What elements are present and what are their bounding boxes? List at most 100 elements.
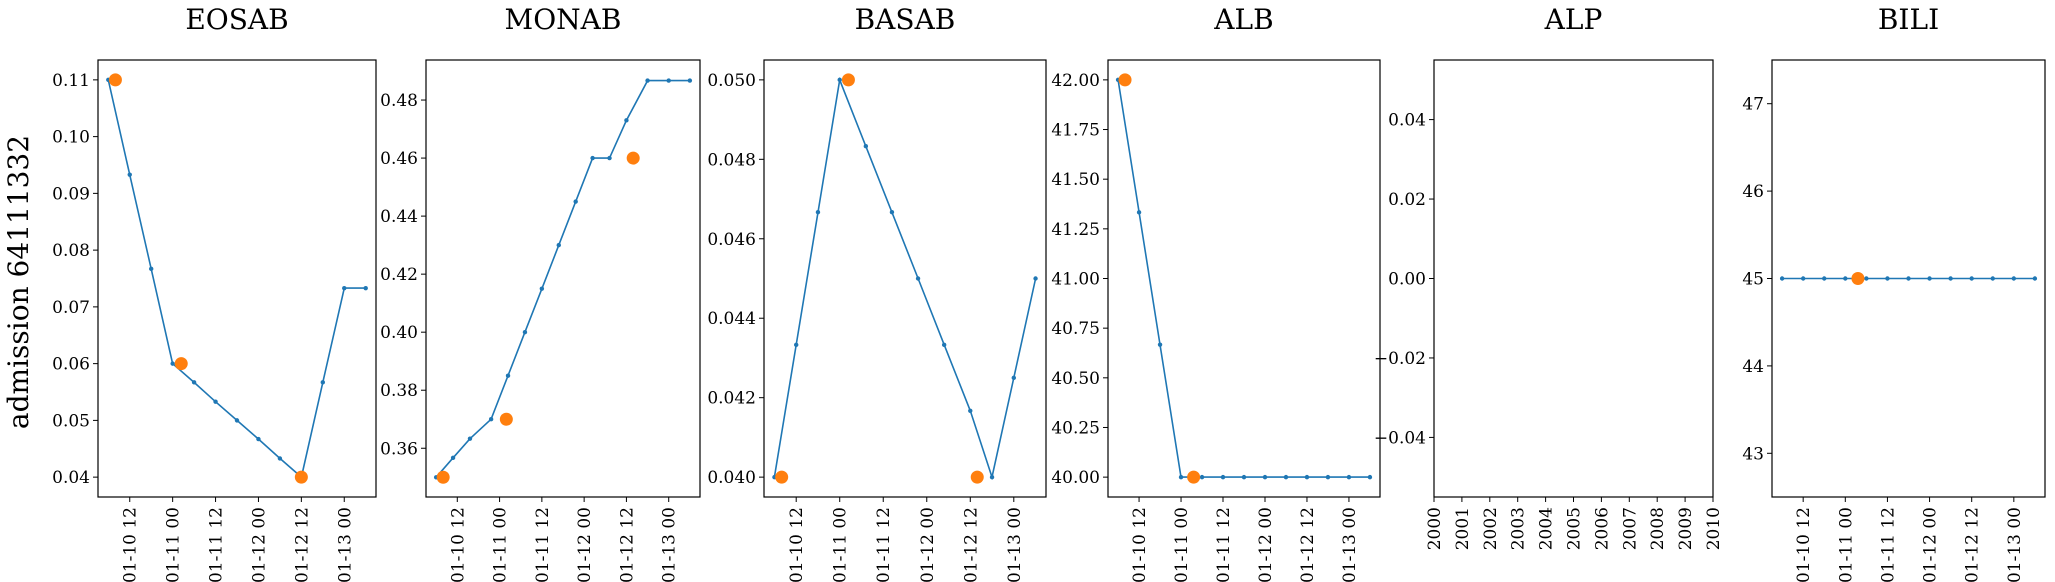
panel-3-x-tick-label-0: 01-10 12 — [787, 507, 807, 582]
panel-4-x-tick-label-3: 01-12 00 — [1256, 507, 1276, 582]
panel-3-y-tick-label-1: 0.042 — [707, 389, 756, 409]
panel-4-axes-frame — [1107, 59, 1381, 498]
panel-6-line-point-2 — [1822, 276, 1827, 281]
panel-6-x-tick-label-0: 01-10 12 — [1794, 507, 1814, 582]
figure-ylabel: admission 64111332 — [2, 135, 35, 429]
panel-3-line-point-2 — [815, 209, 821, 215]
panel-3-line-point-7 — [941, 342, 947, 348]
panel-3-line-point-3 — [837, 77, 842, 83]
panel-4-y-tick-label-0: 40.00 — [1051, 468, 1100, 488]
panel-5-x-tick-label-5: 2005 — [1565, 507, 1585, 550]
panel-3-x-tick-label-1: 01-11 00 — [831, 507, 851, 582]
panel-1-axes-frame — [97, 59, 377, 498]
panel-4-title: ALB — [1213, 3, 1273, 36]
panel-1-line-point-6 — [234, 418, 240, 423]
panel-5-x-tick-label-7: 2007 — [1620, 507, 1640, 550]
panel-1-line-point-12 — [363, 285, 368, 291]
panel-3-y-tick-label-4: 0.048 — [707, 150, 756, 170]
panel-6-line-point-4 — [1864, 276, 1869, 281]
panel-1-line-point-11 — [342, 285, 347, 291]
panel-2-y-tick-label-4: 0.44 — [380, 207, 418, 227]
panel-3-series-line — [773, 76, 1037, 481]
panel-3-marker-point-1 — [841, 73, 855, 87]
panel-6-line-point-6 — [1906, 276, 1911, 281]
panel-2-line-point-7 — [556, 242, 561, 248]
panel-3-x-tick-label-4: 01-12 12 — [961, 507, 981, 582]
panel-1-line-point-5 — [213, 399, 218, 404]
panel-1-y-tick-label-6: 0.10 — [52, 128, 90, 148]
panel-4-line-point-1 — [1136, 210, 1142, 215]
panel-4-y-tick-label-7: 41.75 — [1051, 121, 1100, 141]
panel-6-y-tick-label-4: 47 — [1742, 95, 1764, 115]
panel-6-x-tick-label-1: 01-11 00 — [1836, 507, 1856, 582]
panel-5-x-tick-label-6: 2006 — [1592, 507, 1612, 550]
panel-2-line-point-4 — [505, 373, 511, 378]
panel-2-y-tick-label-3: 0.42 — [380, 265, 418, 285]
panel-5-x-tick-label-3: 2003 — [1509, 507, 1529, 550]
panel-5-y-tick-label-1: −0.02 — [1374, 349, 1426, 369]
panel-3-title: BASAB — [855, 3, 956, 36]
panel-5-x-tick-label-8: 2008 — [1648, 507, 1668, 550]
panel-2-x-tick-label-4: 01-12 12 — [617, 507, 637, 582]
panel-1-marker-point-2 — [294, 470, 308, 484]
panel-3-x-tick-label-3: 01-12 00 — [918, 507, 938, 582]
panel-4-line-point-9 — [1304, 474, 1310, 480]
panel-6-line-point-12 — [2032, 276, 2038, 281]
panel-3-line-point-10 — [1011, 375, 1016, 381]
panel-5-y-tick-label-3: 0.02 — [1388, 190, 1426, 210]
panel-3-y-tick-label-2: 0.044 — [707, 309, 756, 329]
panel-4-y-tick-label-3: 40.75 — [1051, 319, 1100, 339]
panel-5-y-tick-label-0: −0.04 — [1374, 428, 1426, 448]
panel-3-x-tick-label-5: 01-13 00 — [1005, 507, 1025, 582]
panel-1-x-tick-label-3: 01-12 00 — [249, 507, 269, 582]
panel-4-y-tick-label-2: 40.50 — [1051, 369, 1100, 389]
panel-4-y-tick-label-8: 42.00 — [1051, 71, 1100, 91]
panel-1-line-point-1 — [127, 172, 132, 177]
panel-1-x-tick-label-2: 01-11 12 — [207, 507, 227, 582]
panel-6-y-tick-label-1: 44 — [1742, 357, 1764, 377]
panel-4-line-point-12 — [1367, 474, 1373, 480]
panel-1-y-tick-label-1: 0.05 — [52, 411, 90, 431]
panel-2-line-point-2 — [467, 436, 473, 441]
panel-2-line-point-3 — [488, 417, 494, 422]
panel-4-line-point-7 — [1262, 474, 1268, 480]
panel-2-line-point-14 — [687, 78, 693, 83]
panel-4-line-point-4 — [1199, 474, 1205, 480]
panel-1-x-tick-label-4: 01-12 12 — [292, 507, 312, 582]
panel-4-line-point-10 — [1325, 474, 1331, 480]
panel-1-line-point-2 — [148, 266, 154, 272]
panel-1-y-tick-label-5: 0.09 — [52, 184, 90, 204]
panel-4-line-point-11 — [1346, 474, 1352, 480]
panel-1-line-point-3 — [170, 361, 175, 366]
panel-4-x-tick-label-0: 01-10 12 — [1130, 507, 1150, 582]
panel-2-y-tick-label-0: 0.36 — [380, 439, 418, 459]
panel-1-y-tick-label-0: 0.04 — [52, 468, 90, 488]
panel-5-x-tick-label-9: 2009 — [1676, 507, 1696, 550]
panel-2-marker-point-0 — [436, 470, 450, 484]
panel-1-line-point-10 — [320, 380, 326, 385]
panel-4-y-tick-label-4: 41.00 — [1051, 270, 1100, 290]
panel-1-x-tick-label-5: 01-13 00 — [335, 507, 355, 582]
panel-3-axes-frame — [763, 59, 1047, 498]
panel-1-line-point-8 — [277, 456, 283, 461]
panel-5-y-tick-label-2: 0.00 — [1388, 270, 1426, 290]
panel-1-y-tick-label-2: 0.06 — [52, 355, 90, 375]
panel-4-marker-point-1 — [1187, 470, 1201, 484]
panel-1-y-tick-label-7: 0.11 — [52, 71, 90, 91]
panel-1-title: EOSAB — [185, 3, 288, 36]
panel-3-line-point-1 — [794, 342, 799, 348]
panel-3-line-point-8 — [968, 408, 973, 413]
panel-1-line-point-4 — [191, 380, 197, 385]
panel-2-axes-frame — [425, 59, 701, 498]
panel-5-axes-frame — [1433, 59, 1714, 498]
panel-3-marker-point-0 — [775, 470, 789, 484]
panel-6-title: BILI — [1878, 3, 1939, 36]
panel-5-x-tick-label-10: 2010 — [1704, 507, 1724, 550]
panel-6-x-tick-label-4: 01-12 12 — [1963, 507, 1983, 582]
panel-6-line-point-8 — [1948, 276, 1953, 281]
panel-2-x-tick-label-2: 01-11 12 — [533, 507, 553, 582]
panel-3-y-tick-label-3: 0.046 — [707, 230, 756, 250]
panel-2-line-point-1 — [450, 455, 456, 461]
panel-4-x-tick-label-2: 01-11 12 — [1214, 507, 1234, 582]
